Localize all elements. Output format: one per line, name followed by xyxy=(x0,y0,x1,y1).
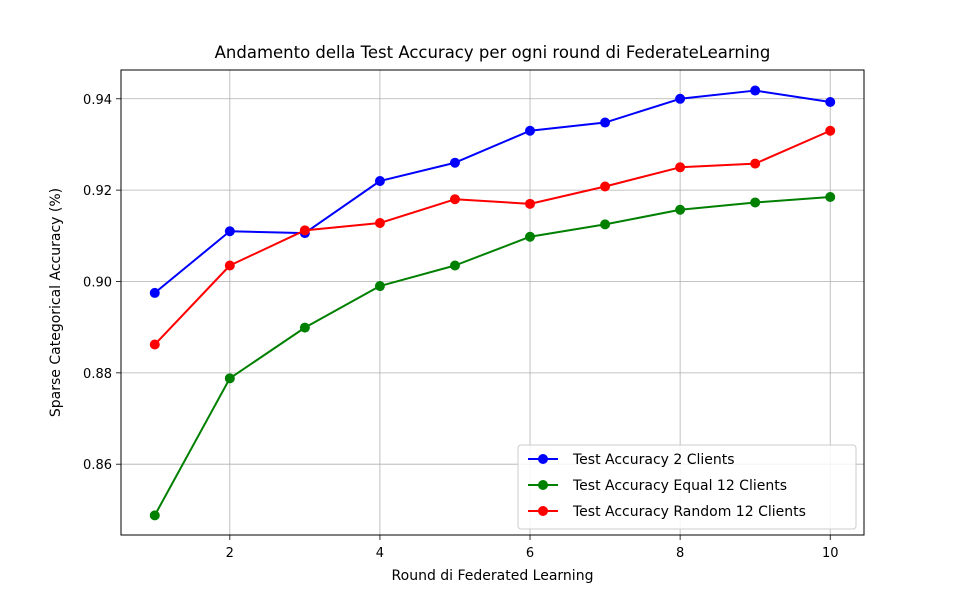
data-point xyxy=(750,158,761,169)
data-point xyxy=(149,339,160,350)
x-tick-label: 6 xyxy=(526,546,534,561)
y-tick-label: 0.88 xyxy=(83,367,112,382)
data-point xyxy=(374,175,385,186)
x-tick-label: 4 xyxy=(376,546,384,561)
y-tick-label: 0.92 xyxy=(83,184,112,199)
data-point xyxy=(374,281,385,292)
data-point xyxy=(600,117,611,128)
x-tick-label: 10 xyxy=(822,546,839,561)
y-tick-label: 0.86 xyxy=(83,458,112,473)
data-point xyxy=(149,287,160,298)
data-point xyxy=(675,93,686,104)
data-point xyxy=(675,204,686,215)
data-point xyxy=(525,231,536,242)
series-line xyxy=(153,195,831,516)
data-point xyxy=(449,194,460,205)
series-2 xyxy=(149,191,836,521)
legend-item: Test Accuracy Equal 12 Clients xyxy=(528,478,787,494)
x-axis-label: Round di Federated Learning xyxy=(392,568,594,584)
legend-box xyxy=(517,444,857,530)
data-point xyxy=(675,162,686,173)
legend-marker xyxy=(538,506,548,516)
series-3 xyxy=(149,125,836,350)
y-tick-label: 0.90 xyxy=(83,275,112,290)
data-point xyxy=(449,157,460,168)
legend-label: Test Accuracy 2 Clients xyxy=(572,452,735,468)
y-axis-label: Sparse Categorical Accuracy (%) xyxy=(48,188,64,417)
legend-item: Test Accuracy 2 Clients xyxy=(528,452,735,468)
legend-item: Test Accuracy Random 12 Clients xyxy=(528,504,806,520)
grid xyxy=(121,70,864,535)
data-point xyxy=(825,96,836,107)
series-line xyxy=(154,129,831,346)
data-point xyxy=(825,191,836,202)
data-point xyxy=(224,260,235,271)
data-point xyxy=(525,198,536,209)
legend-label: Test Accuracy Random 12 Clients xyxy=(572,504,806,520)
data-point xyxy=(600,219,611,230)
chart-title: Andamento della Test Accuracy per ogni r… xyxy=(215,43,771,62)
data-point xyxy=(600,181,611,192)
y-tick-label: 0.94 xyxy=(83,93,112,108)
series-line xyxy=(154,89,831,294)
x-tick-label: 2 xyxy=(226,546,234,561)
data-point xyxy=(299,322,310,333)
legend-marker xyxy=(538,454,548,464)
data-point xyxy=(149,510,160,521)
legend: Test Accuracy 2 Clients Test Accuracy Equ… xyxy=(517,444,857,530)
data-point xyxy=(449,260,460,271)
data-point xyxy=(224,373,235,384)
series-layer xyxy=(149,85,836,521)
ticks: 2 4 6 8 10 0.86 0.88 0.90 0.92 0.94 xyxy=(83,93,838,561)
data-point xyxy=(299,225,310,236)
data-point xyxy=(374,218,385,229)
data-point xyxy=(224,226,235,237)
data-point xyxy=(750,197,761,208)
legend-label: Test Accuracy Equal 12 Clients xyxy=(572,478,787,494)
plot-frame xyxy=(120,69,865,536)
x-tick-label: 8 xyxy=(676,546,684,561)
data-point xyxy=(825,125,836,136)
data-point xyxy=(750,85,761,96)
legend-marker xyxy=(538,480,548,490)
data-point xyxy=(525,125,536,136)
